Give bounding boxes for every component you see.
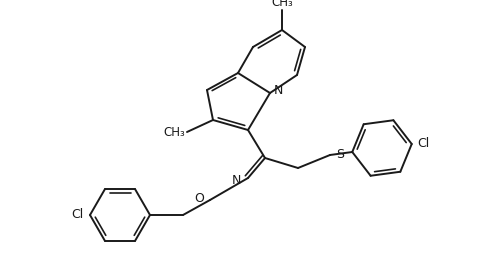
Text: CH₃: CH₃ <box>163 126 185 139</box>
Text: CH₃: CH₃ <box>271 0 293 9</box>
Text: Cl: Cl <box>418 138 430 151</box>
Text: O: O <box>194 192 204 205</box>
Text: Cl: Cl <box>72 209 84 222</box>
Text: S: S <box>336 148 344 161</box>
Text: N: N <box>273 85 283 98</box>
Text: N: N <box>232 174 241 187</box>
